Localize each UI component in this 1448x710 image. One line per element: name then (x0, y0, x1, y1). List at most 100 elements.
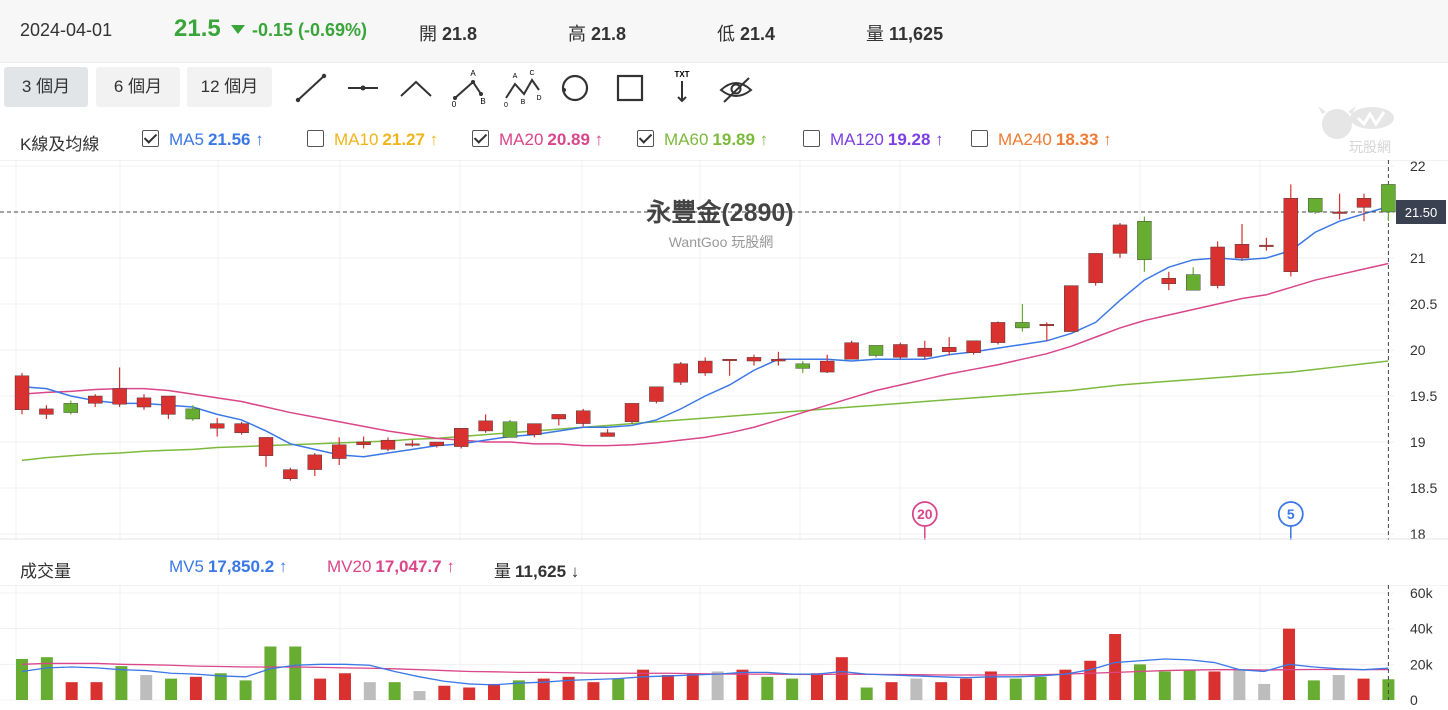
legend-ma10-checkbox[interactable] (307, 130, 324, 147)
quote-bar: 2024-04-01 21.5 -0.15 (-0.69%) 開 21.8 高 … (0, 0, 1448, 63)
candle (1161, 271, 1177, 291)
circle-tool-icon[interactable] (555, 68, 595, 108)
candle (722, 358, 737, 376)
range-12-months-button[interactable]: 12 個月 (187, 67, 272, 107)
legend-ma20-label: MA20 (499, 130, 544, 149)
candle-body (942, 347, 957, 353)
abcd-pattern-c-label: C (529, 70, 534, 77)
candle (746, 354, 762, 366)
legend-ma10[interactable]: MA10 21.27 ↑ (307, 130, 438, 150)
volume-bar (1307, 680, 1320, 700)
abcd-pattern-icon[interactable]: A C 0 B D (502, 68, 542, 109)
candle (795, 361, 810, 373)
volume-bar (463, 687, 476, 700)
text-tool-icon[interactable]: TXT (662, 68, 702, 108)
candle (136, 394, 152, 410)
candle-body (1234, 243, 1250, 259)
volume-bar (16, 658, 28, 700)
volume-bar (214, 673, 227, 700)
candle (527, 423, 542, 438)
polyline-tool-icon[interactable] (396, 68, 436, 108)
volume-bar (537, 678, 550, 700)
legend-ma5-checkbox[interactable] (142, 130, 159, 147)
volume-legend-label: 量 (494, 562, 511, 581)
candle-body (698, 360, 713, 374)
volume-bar (1133, 664, 1146, 700)
candle-body (746, 357, 762, 362)
volume-bar (686, 673, 699, 700)
legend-ma20-checkbox[interactable] (472, 130, 489, 147)
candle (868, 345, 884, 358)
quote-date: 2024-04-01 (20, 20, 113, 40)
last-price-label: 21.50 (1405, 205, 1438, 220)
candle-body (136, 397, 152, 408)
legend-ma60-checkbox[interactable] (637, 130, 654, 147)
legend-ma240[interactable]: MA240 18.33 ↑ (971, 130, 1112, 150)
candle-body (1161, 278, 1177, 284)
horizontal-line-tool-icon[interactable] (343, 68, 383, 108)
candle-body (356, 441, 371, 445)
volume-bar (338, 673, 351, 700)
volume-bar (1258, 683, 1271, 700)
volume-bar (90, 682, 103, 700)
candle-body (1112, 224, 1128, 254)
candle (624, 403, 640, 424)
volume-bar (1382, 679, 1395, 700)
volume-legend: 成交量 MV5 17,850.2 ↑ MV20 17,047.7 ↑ 量 11,625 ↓ (0, 553, 1448, 583)
volume-bar (661, 675, 674, 700)
volume-chart[interactable]: 0 20k 40k 60k (0, 585, 1448, 710)
line-tool-icon[interactable] (291, 68, 331, 108)
range-6-months-button[interactable]: 6 個月 (96, 67, 180, 107)
svg-text:玩股網: 玩股網 (1349, 139, 1391, 155)
volume-bar (1034, 676, 1047, 700)
candle (332, 437, 347, 465)
candle-body (1137, 221, 1152, 261)
price-axis-tick-label: 20.5 (1410, 296, 1437, 312)
candle-body (112, 388, 127, 405)
candle-body (161, 395, 176, 415)
legend-ma120-checkbox[interactable] (803, 130, 820, 147)
hide-drawings-icon[interactable] (716, 68, 756, 108)
candle (356, 436, 371, 449)
candle-body (1063, 285, 1079, 332)
quote-volume: 量 11,625 (866, 24, 944, 44)
candle-body (893, 344, 908, 358)
candle-body (771, 358, 786, 362)
candle-body (673, 363, 688, 383)
watermark-title: 永豐金(2890) (646, 198, 793, 227)
legend-ma20[interactable]: MA20 20.89 ↑ (472, 130, 603, 150)
candle (1088, 253, 1103, 286)
candle-body (63, 403, 78, 413)
volume-legend-item-2: 量 11,625 ↓ (494, 557, 579, 582)
legend-ma5-label: MA5 (169, 130, 204, 149)
abc-pattern-icon[interactable]: A 0 B (449, 68, 489, 109)
volume-legend-value: 11,625 ↓ (515, 562, 580, 581)
candle-body (722, 358, 737, 361)
ma-marker-label: 5 (1287, 506, 1295, 522)
volume-bar (1357, 678, 1370, 700)
volume-bar (810, 673, 823, 700)
volume-bar (711, 671, 724, 700)
volume-bar (562, 676, 575, 700)
volume-bar (289, 646, 302, 700)
legend-ma60[interactable]: MA60 19.89 ↑ (637, 130, 768, 150)
candle-body (966, 340, 981, 353)
legend-ma120[interactable]: MA120 19.28 ↑ (803, 130, 944, 150)
legend-ma240-value: 18.33 ↑ (1055, 130, 1112, 149)
volume-bar (612, 678, 625, 700)
legend-ma240-checkbox[interactable] (971, 130, 988, 147)
rectangle-tool-icon[interactable] (610, 68, 650, 108)
abc-pattern-a-label: A (470, 69, 476, 78)
volume-bar (910, 678, 923, 700)
price-chart[interactable]: 1818.51919.52020.52121.522永豐金(2890)WantG… (0, 160, 1448, 540)
candle-body (844, 342, 859, 360)
legend-ma60-value: 19.89 ↑ (712, 130, 769, 149)
volume-bar (388, 682, 401, 700)
ma-marker-circle (911, 501, 938, 527)
volume-axis-tick-label: 0 (1410, 692, 1418, 708)
volume-axis-tick-label: 40k (1410, 621, 1434, 637)
price-axis-tick-label: 18 (1410, 526, 1426, 540)
range-3-months-button[interactable]: 3 個月 (4, 67, 88, 107)
legend-ma5[interactable]: MA5 21.56 ↑ (142, 130, 264, 150)
abc-pattern-zero-label: 0 (452, 100, 457, 108)
